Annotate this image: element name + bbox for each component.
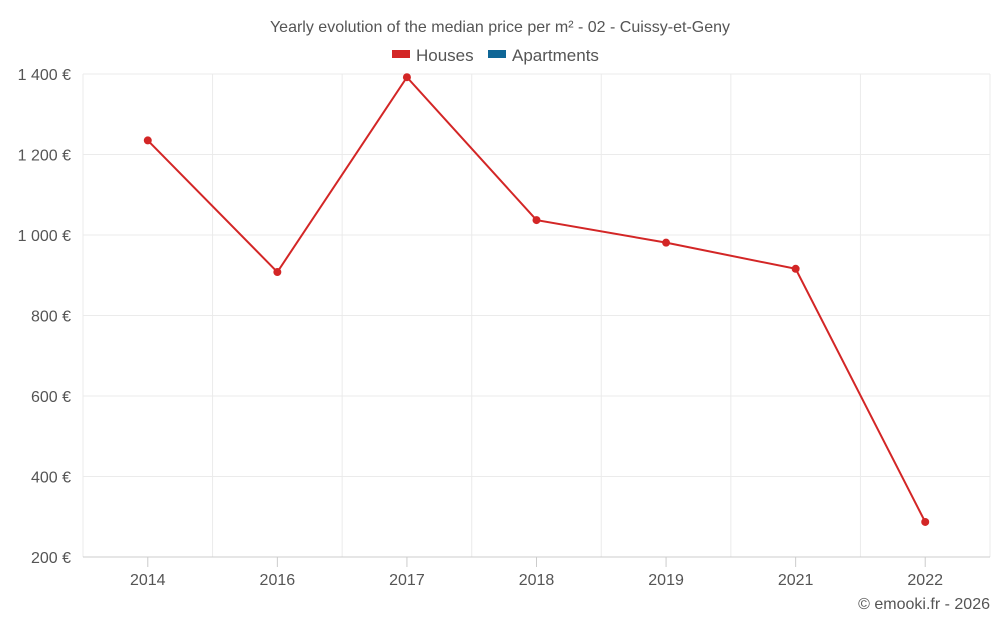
y-tick-label: 400 € [31, 470, 71, 487]
y-tick-label: 200 € [31, 550, 71, 567]
data-point-houses-2022 [921, 517, 930, 526]
data-point-houses-2017 [402, 73, 411, 82]
legend-item-houses[interactable]: Houses [392, 46, 474, 65]
x-tick-label: 2022 [907, 572, 943, 589]
x-tick-label: 2016 [260, 572, 296, 589]
y-tick-label: 1 400 € [18, 67, 71, 84]
y-tick-label: 800 € [31, 309, 71, 326]
data-point-houses-2018 [532, 216, 541, 225]
x-tick-label: 2017 [389, 572, 425, 589]
legend-label-houses: Houses [416, 46, 474, 65]
legend-item-apartments[interactable]: Apartments [488, 46, 599, 65]
y-tick-label: 600 € [31, 389, 71, 406]
x-axis-ticks: 2014 2016 2017 2018 2019 2021 2022 [130, 557, 943, 589]
data-point-houses-2021 [791, 264, 800, 273]
credit-text: © emooki.fr - 2026 [858, 596, 990, 613]
data-point-houses-2014 [143, 136, 152, 145]
y-tick-label: 1 200 € [18, 148, 71, 165]
legend-label-apartments: Apartments [512, 46, 599, 65]
series-line-houses [147, 75, 927, 523]
legend: Houses Apartments [392, 46, 599, 65]
series [143, 73, 930, 526]
y-tick-label: 1 000 € [18, 228, 71, 245]
x-tick-label: 2021 [778, 572, 814, 589]
x-tick-label: 2019 [648, 572, 684, 589]
legend-swatch-houses [392, 50, 410, 58]
grid [82, 73, 991, 557]
x-tick-label: 2014 [130, 572, 166, 589]
data-point-houses-2016 [273, 268, 282, 277]
x-tick-label: 2018 [519, 572, 555, 589]
legend-swatch-apartments [488, 50, 506, 58]
chart-title: Yearly evolution of the median price per… [270, 19, 730, 36]
data-point-houses-2019 [662, 238, 671, 247]
y-axis-ticks: 200 € 400 € 600 € 800 € 1 000 € 1 200 € 1 400 … [18, 67, 71, 567]
